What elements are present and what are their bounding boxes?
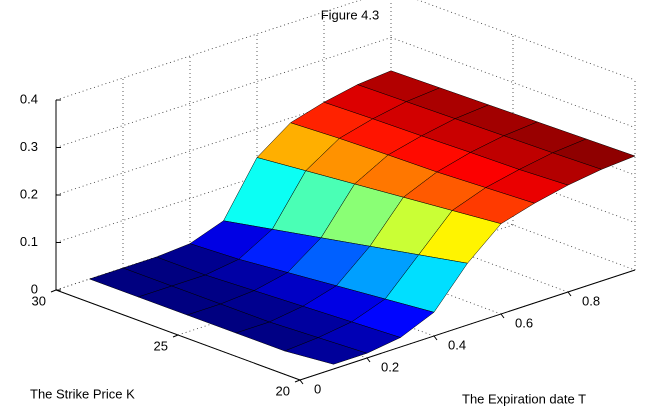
- y-tick-label: 25: [154, 338, 168, 353]
- tick-mark: [500, 313, 505, 319]
- tick-mark: [299, 379, 304, 385]
- axis-line: [55, 289, 301, 381]
- grid-line: [390, 179, 636, 271]
- z-tick-label: 0.3: [20, 139, 38, 154]
- grid-line: [55, 84, 392, 196]
- grid-line: [416, 0, 636, 81]
- tick-mark: [50, 289, 57, 293]
- x-tick-label: 0.8: [582, 293, 600, 308]
- tick-mark: [172, 334, 179, 338]
- x-tick-label: 0.4: [448, 337, 466, 352]
- grid-line: [55, 132, 392, 243]
- grid-line: [55, 0, 362, 101]
- z-tick-label: 0.4: [20, 91, 38, 106]
- tick-mark: [366, 357, 371, 363]
- axis-line: [299, 269, 636, 381]
- x-axis-label: The Expiration date T: [462, 391, 586, 406]
- y-axis-label: The Strike Price K: [30, 386, 135, 401]
- tick-mark: [294, 379, 301, 383]
- z-tick-label: 0: [31, 281, 38, 296]
- z-tick-label: 0.1: [20, 234, 38, 249]
- grid-line: [390, 37, 636, 128]
- surface-patch: [283, 337, 368, 365]
- y-tick-label: 20: [276, 383, 290, 398]
- x-tick-label: 0.6: [515, 315, 533, 330]
- z-tick-label: 0.2: [20, 186, 38, 201]
- x-tick-label: 0: [314, 381, 321, 396]
- grid-line: [55, 37, 392, 148]
- tick-mark: [567, 291, 572, 297]
- grid-line: [390, 132, 636, 223]
- chart-title: Figure 4.3: [321, 7, 380, 22]
- y-tick-label: 30: [32, 293, 46, 308]
- tick-mark: [433, 335, 438, 341]
- x-tick-label: 0.2: [381, 359, 399, 374]
